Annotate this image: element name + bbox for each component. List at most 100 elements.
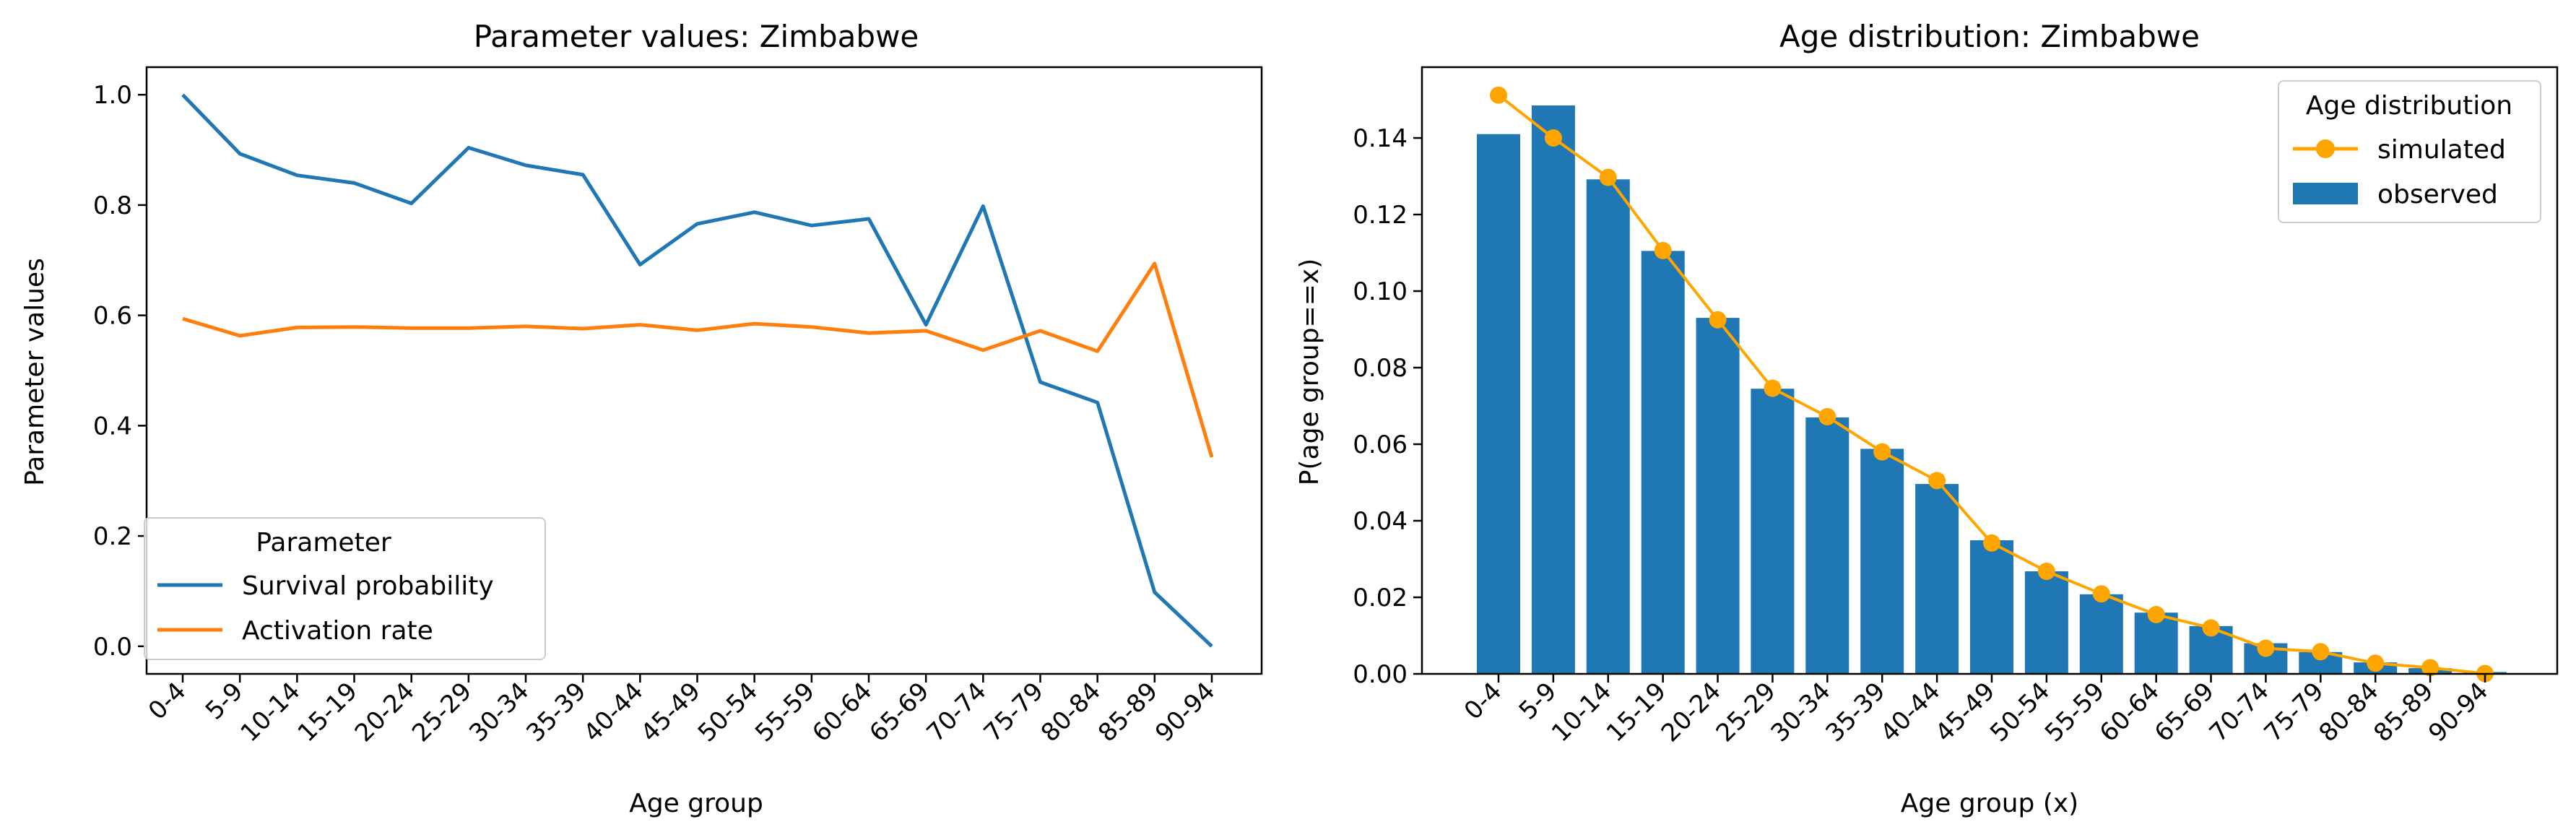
axes-frame xyxy=(1421,66,2559,675)
x-tick-label: 90-94 xyxy=(2423,677,2494,748)
point-simulated xyxy=(2421,659,2440,677)
x-tick-label: 25-29 xyxy=(1711,677,1782,748)
y-tick-label: 0.4 xyxy=(93,412,132,441)
x-tick-label: 15-19 xyxy=(292,677,363,748)
point-simulated xyxy=(1544,129,1562,147)
x-tick-label: 70-74 xyxy=(2204,677,2275,748)
bar-observed xyxy=(1531,105,1575,674)
point-simulated xyxy=(1818,407,1836,425)
legend-label-survival: Survival probability xyxy=(242,571,494,601)
point-simulated xyxy=(2367,654,2385,672)
bar-observed xyxy=(1805,417,1849,674)
y-tick-label: 0.14 xyxy=(1353,124,1408,153)
y-tick-label: 0.06 xyxy=(1353,430,1408,459)
point-simulated xyxy=(1983,534,2000,552)
point-simulated xyxy=(2202,619,2220,637)
parameter-values-panel: Parameter values: Zimbabwe 0-4 5-910-1415… xyxy=(20,19,1263,818)
legend-box xyxy=(144,517,546,660)
x-tick-label: 20-24 xyxy=(350,677,420,748)
x-tick-label: 0-4 xyxy=(143,677,192,726)
bar-observed xyxy=(1641,251,1685,674)
x-tick-label: 85-89 xyxy=(1093,677,1163,748)
legend: Age distribution simulated observed xyxy=(2278,80,2541,223)
point-simulated xyxy=(2312,643,2330,661)
x-axis-label: Age group (x) xyxy=(1901,789,2078,818)
x-tick-label: 60-64 xyxy=(807,677,877,748)
x-tick-label: 45-49 xyxy=(636,677,706,748)
x-tick-label: 30-34 xyxy=(1766,677,1836,748)
chart-title: Age distribution: Zimbabwe xyxy=(1779,19,2200,54)
y-tick-label: 0.04 xyxy=(1353,507,1408,536)
x-tick-label: 40-44 xyxy=(1875,677,1946,748)
x-tick-label: 35-39 xyxy=(521,677,591,748)
legend-title: Parameter xyxy=(256,528,391,558)
x-tick-label: 25-29 xyxy=(407,677,477,748)
point-simulated xyxy=(1928,472,1946,490)
bar-observed xyxy=(1970,540,2013,674)
y-tick-label: 0.2 xyxy=(93,522,132,551)
point-simulated xyxy=(1873,443,1891,461)
x-tick-label: 90-94 xyxy=(1150,677,1220,748)
series-line-survival-probability xyxy=(181,93,1213,648)
x-tick-label: 80-84 xyxy=(2313,677,2384,748)
x-tick-label: 10-14 xyxy=(1546,677,1617,748)
y-axis-label: P(age group==x) xyxy=(1295,259,1324,486)
x-tick-label: 60-64 xyxy=(2094,677,2165,748)
bar-observed xyxy=(1586,179,1630,675)
point-simulated xyxy=(2037,563,2055,580)
legend-label-activation: Activation rate xyxy=(242,616,433,646)
x-tick-label: 55-59 xyxy=(2039,677,2110,748)
y-axis-label: Parameter values xyxy=(20,258,50,486)
point-simulated xyxy=(2147,605,2165,623)
x-tick-label: 65-69 xyxy=(864,677,934,748)
x-tick-label: 50-54 xyxy=(1985,677,2055,748)
x-tick-label: 40-44 xyxy=(578,677,649,748)
point-simulated xyxy=(1764,379,1782,397)
bar-observed xyxy=(1915,484,1959,674)
y-tick-label: 0.02 xyxy=(1353,584,1408,612)
legend-label-simulated: simulated xyxy=(2377,135,2506,165)
x-tick-label: 15-19 xyxy=(1601,677,1672,748)
x-tick-label: 50-54 xyxy=(693,677,763,748)
legend-title: Age distribution xyxy=(2306,91,2512,121)
y-tick-label: 0.6 xyxy=(93,302,132,331)
x-tick-label: 75-79 xyxy=(2259,677,2330,748)
point-simulated xyxy=(2092,585,2110,603)
y-tick-label: 0.00 xyxy=(1353,660,1408,689)
y-tick-label: 0.0 xyxy=(93,633,132,662)
y-tick-label: 1.0 xyxy=(93,81,132,110)
point-simulated xyxy=(1490,86,1507,104)
y-tick-label: 0.12 xyxy=(1353,201,1408,230)
legend-marker-simulated xyxy=(2316,139,2335,158)
axes-frame xyxy=(145,66,1263,675)
x-tick-label: 70-74 xyxy=(921,677,992,748)
x-tick-label: 55-59 xyxy=(750,677,820,748)
legend-label-observed: observed xyxy=(2377,180,2498,209)
x-tick-label: 0-4 xyxy=(1459,677,1508,726)
x-tick-label: 10-14 xyxy=(235,677,306,748)
x-tick-label: 85-89 xyxy=(2368,677,2439,748)
x-tick-label: 75-79 xyxy=(979,677,1049,748)
point-simulated xyxy=(1599,168,1617,186)
y-tick-label: 0.8 xyxy=(93,191,132,220)
chart-title: Parameter values: Zimbabwe xyxy=(474,19,919,54)
x-tick-label: 80-84 xyxy=(1036,677,1106,748)
bar-observed xyxy=(2024,571,2068,674)
bar-observed xyxy=(2079,594,2123,674)
legend: Parameter Survival probability Activatio… xyxy=(144,517,546,660)
x-tick-label: 20-24 xyxy=(1656,677,1727,748)
age-distribution-panel: Age distribution: Zimbabwe 0-4 5-910-1415… xyxy=(1295,19,2559,818)
x-axis-label: Age group xyxy=(629,789,763,818)
x-tick-label: 45-49 xyxy=(1930,677,2000,748)
y-tick-label: 0.10 xyxy=(1353,277,1408,306)
x-tick-label: 5-9 xyxy=(200,677,249,726)
point-simulated xyxy=(1654,241,1672,259)
x-tick-label: 65-69 xyxy=(2149,677,2220,748)
legend-swatch-observed xyxy=(2293,183,2358,204)
x-tick-label: 30-34 xyxy=(464,677,534,748)
bar-observed xyxy=(1751,389,1795,674)
y-tick-label: 0.08 xyxy=(1353,354,1408,383)
bar-observed xyxy=(1696,318,1740,674)
point-simulated xyxy=(2257,639,2275,657)
